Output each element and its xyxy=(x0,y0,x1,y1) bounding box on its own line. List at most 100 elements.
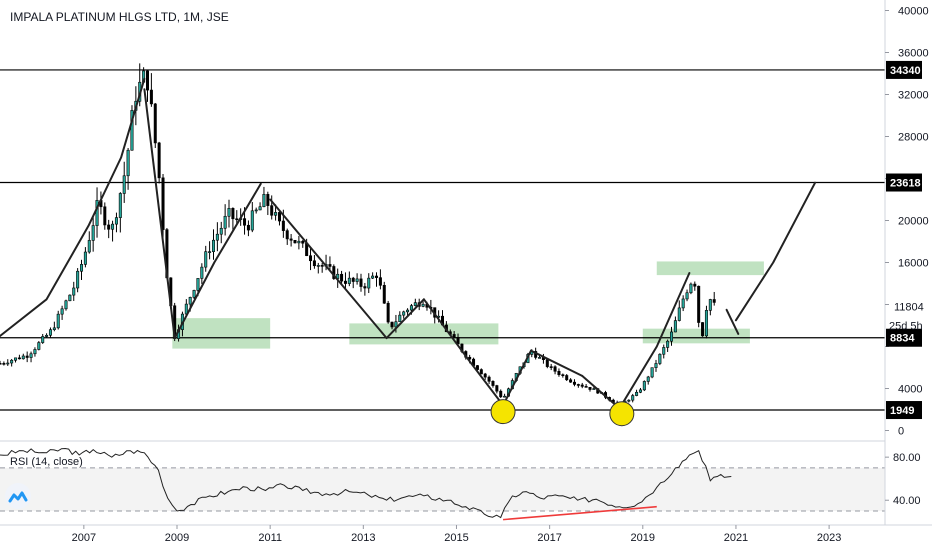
candle-down xyxy=(487,376,491,382)
candle-up xyxy=(627,399,631,402)
rsi-line xyxy=(0,447,732,519)
candle-up xyxy=(21,355,25,360)
time-axis-tick-label: 2011 xyxy=(258,532,282,544)
candle-down xyxy=(712,299,716,303)
candle-up xyxy=(204,251,208,268)
price-axis-tick-label: 36000 xyxy=(898,48,929,60)
candle-down xyxy=(359,278,363,287)
candle-down xyxy=(231,208,235,220)
trend-paths xyxy=(0,77,817,410)
price-axis-tick-label: 0 xyxy=(898,426,904,438)
candle-down xyxy=(701,322,705,337)
candle-up xyxy=(297,240,301,244)
candle-up xyxy=(421,303,425,307)
candle-up xyxy=(211,239,215,252)
price-axis-tick-label: 4000 xyxy=(898,384,922,396)
highlight-circle xyxy=(490,399,516,425)
price-axis-tick-label: 32000 xyxy=(898,90,929,102)
time-axis-tick-label: 2013 xyxy=(351,532,375,544)
support-zone xyxy=(349,323,499,345)
candle-up xyxy=(126,149,130,177)
chart-title: IMPALA PLATINUM HLGS LTD, 1M, JSE xyxy=(10,10,229,24)
candle-down xyxy=(553,366,557,372)
candle-up xyxy=(80,264,84,272)
candle-up xyxy=(196,278,200,291)
candle-down xyxy=(549,366,553,368)
time-axis-tick-label: 2017 xyxy=(537,532,561,544)
candle-down xyxy=(588,386,592,390)
time-axis-tick-label: 2019 xyxy=(631,532,655,544)
candle-up xyxy=(638,389,642,393)
candle-up xyxy=(677,307,681,321)
candle-up xyxy=(673,320,677,333)
candle-up xyxy=(355,278,359,282)
candle-up xyxy=(52,327,56,330)
candle-up xyxy=(708,299,712,311)
rsi-series xyxy=(0,447,732,519)
candle-up xyxy=(704,310,708,337)
candle-up xyxy=(503,395,507,398)
rsi-trend-line xyxy=(502,505,657,521)
candle-up xyxy=(208,251,212,253)
candle-up xyxy=(6,362,10,365)
candle-up xyxy=(68,294,72,302)
candle-up xyxy=(48,329,52,336)
candle-down xyxy=(390,321,394,328)
candle-up xyxy=(111,223,115,230)
tradingview-logo-icon[interactable] xyxy=(5,483,31,509)
candle-down xyxy=(495,385,499,392)
candle-up xyxy=(91,225,95,241)
rsi-axis[interactable]: 40.00 80.00 xyxy=(885,452,921,507)
candle-up xyxy=(650,367,654,378)
time-axis[interactable]: 2007 2009 2011 2013 2015 2017 2019 2021 2023 xyxy=(72,525,842,544)
candle-up xyxy=(685,292,689,300)
candle-up xyxy=(398,314,402,323)
trend-path xyxy=(385,298,425,340)
candle-up xyxy=(72,287,76,296)
candle-down xyxy=(382,285,386,304)
candle-down xyxy=(153,103,157,144)
price-axis-tick-label: 40000 xyxy=(898,6,929,18)
candle-down xyxy=(475,365,479,370)
price-axis[interactable]: 0 4000 16000 20000 28000 32000 36000 40000 xyxy=(885,6,929,438)
candle-up xyxy=(681,298,685,309)
candle-up xyxy=(215,233,219,241)
candle-up xyxy=(118,193,122,218)
candle-down xyxy=(309,255,313,262)
candle-up xyxy=(56,313,60,329)
candle-up xyxy=(188,297,192,305)
candle-down xyxy=(289,238,293,241)
level-label-box xyxy=(886,401,922,420)
candle-down xyxy=(545,359,549,367)
candle-up xyxy=(646,376,650,382)
candle-down xyxy=(340,273,344,282)
level-label-box xyxy=(886,328,922,347)
candle-down xyxy=(351,277,355,282)
candle-down xyxy=(499,390,503,398)
candle-up xyxy=(219,227,223,235)
candle-up xyxy=(666,340,670,348)
candle-up xyxy=(60,308,64,315)
highlight-circle xyxy=(609,401,635,427)
candle-down xyxy=(17,357,21,360)
trend-path xyxy=(618,272,691,410)
trend-path xyxy=(734,181,817,322)
green-zones xyxy=(172,261,764,349)
rsi-title: RSI (14, close) xyxy=(10,456,83,468)
candle-up xyxy=(200,266,204,279)
candle-down xyxy=(285,230,289,240)
candle-up xyxy=(402,311,406,316)
price-axis-labels: 34340 23618 8834 1949 11804 25d 5h xyxy=(886,60,924,420)
support-zone xyxy=(642,328,750,344)
time-axis-tick-label: 2015 xyxy=(444,532,468,544)
candle-up xyxy=(254,209,258,212)
candle-down xyxy=(375,275,379,278)
candle-down xyxy=(107,224,111,230)
candle-down xyxy=(243,218,247,226)
candle-down xyxy=(363,286,367,289)
candle-up xyxy=(538,357,542,359)
candle-up xyxy=(658,353,662,364)
candle-down xyxy=(580,384,584,387)
